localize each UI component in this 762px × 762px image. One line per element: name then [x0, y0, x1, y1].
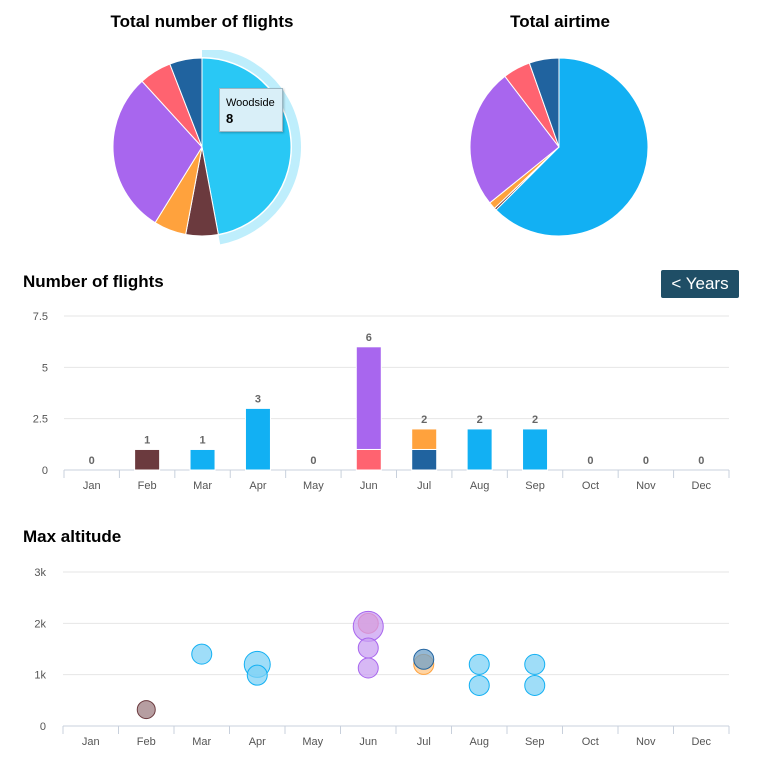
bar-x-tick-label: Jun — [360, 480, 378, 492]
bar-x-tick-label: Dec — [692, 480, 712, 492]
bar-data-label: 0 — [89, 455, 95, 467]
bar-data-label: 3 — [255, 393, 261, 405]
bubble-x-tick-label: Dec — [691, 736, 711, 748]
airtime-pie-slice-0[interactable] — [495, 57, 649, 237]
bubble-y-tick-label: 1k — [34, 670, 46, 682]
bar-feb[interactable] — [134, 448, 161, 471]
bar-x-tick-label: Sep — [525, 480, 545, 492]
flights-pie-slice-3[interactable] — [112, 80, 203, 224]
bar-y-tick-label: 7.5 — [33, 311, 48, 323]
bar-aug[interactable] — [466, 428, 493, 471]
years-button[interactable]: < Years — [661, 270, 739, 298]
tooltip-value: 8 — [226, 111, 234, 126]
bar-data-label: 2 — [477, 414, 483, 426]
airtime-pie-slice-3[interactable] — [469, 75, 560, 204]
flights-pie-slice-5[interactable] — [169, 57, 203, 148]
bar-chart-flights: 0 2.5 5 7.5 Jan 0 Feb 1 Mar 1 Apr 3 May 0 Jun 6 Jul 2 Aug 2… — [33, 311, 730, 492]
bar-y-tick-label: 2.5 — [33, 414, 48, 426]
bar-x-tick-label: Feb — [138, 480, 157, 492]
bubble-chart-title: Max altitude — [23, 527, 122, 546]
pie-chart-flights[interactable] — [105, 50, 305, 250]
bubble-x-tick-label: Oct — [582, 736, 599, 748]
bubble-point[interactable] — [468, 653, 490, 675]
bubble-x-tick-label: Apr — [249, 736, 266, 748]
bubble-point[interactable] — [136, 700, 156, 720]
bar-data-label: 0 — [310, 455, 316, 467]
bar-mar[interactable] — [189, 448, 216, 471]
bar-x-tick-label: Apr — [249, 480, 266, 492]
bar-jun[interactable] — [355, 346, 382, 450]
bubble-point[interactable] — [413, 648, 435, 670]
bubble-point[interactable] — [352, 610, 384, 642]
bar-data-label: 0 — [587, 455, 593, 467]
bubble-x-tick-label: Feb — [137, 736, 156, 748]
bar-x-tick-label: Nov — [636, 480, 656, 492]
bubble-y-tick-label: 2k — [34, 618, 46, 630]
pie-tooltip: Woodside 8 — [219, 88, 283, 132]
bar-y-tick-label: 0 — [42, 465, 48, 477]
bar-x-tick-label: Jul — [417, 480, 431, 492]
bubble-point[interactable] — [524, 674, 546, 696]
bubble-x-tick-label: Jul — [417, 736, 431, 748]
bubble-point[interactable] — [524, 653, 546, 675]
bar-y-tick-label: 5 — [42, 362, 48, 374]
bar-data-label: 2 — [421, 414, 427, 426]
pie-flights-title: Total number of flights — [110, 12, 294, 31]
pie-airtime-title: Total airtime — [510, 12, 610, 31]
bar-jul[interactable] — [411, 428, 438, 450]
bar-data-label: 1 — [199, 434, 205, 446]
bar-jul[interactable] — [411, 448, 438, 471]
bubble-y-tick-label: 3k — [34, 567, 46, 579]
bar-apr[interactable] — [244, 407, 271, 471]
bubble-point[interactable] — [191, 643, 213, 665]
bar-jun[interactable] — [355, 448, 382, 471]
bubble-x-tick-label: Nov — [636, 736, 656, 748]
bar-x-tick-label: Aug — [470, 480, 490, 492]
bar-data-label: 0 — [643, 455, 649, 467]
bubble-x-tick-label: May — [302, 736, 323, 748]
bar-data-label: 6 — [366, 332, 372, 344]
bubble-x-tick-label: Mar — [192, 736, 211, 748]
bar-x-tick-label: Jan — [83, 480, 101, 492]
bubble-y-tick-label: 0 — [40, 721, 46, 733]
bar-data-label: 1 — [144, 434, 150, 446]
bar-x-tick-label: May — [303, 480, 324, 492]
bar-sep[interactable] — [522, 428, 549, 471]
tooltip-name: Woodside — [226, 97, 275, 109]
airtime-pie-slice-5[interactable] — [528, 57, 560, 148]
bubble-point[interactable] — [357, 637, 379, 659]
bubble-x-tick-label: Sep — [525, 736, 545, 748]
bubble-chart-altitude: 0 1k 2k 3k Jan Feb Mar Apr May Jun Jul Aug Sep Oct Nov… — [34, 567, 730, 748]
bar-x-tick-label: Mar — [193, 480, 212, 492]
bubble-point[interactable] — [468, 674, 490, 696]
bubble-x-tick-label: Jun — [359, 736, 377, 748]
bubble-point[interactable] — [357, 657, 379, 679]
bubble-x-tick-label: Jan — [82, 736, 100, 748]
bar-x-tick-label: Oct — [582, 480, 599, 492]
bar-data-label: 0 — [698, 455, 704, 467]
bar-data-label: 2 — [532, 414, 538, 426]
bubble-point[interactable] — [246, 664, 268, 686]
bubble-x-tick-label: Aug — [469, 736, 489, 748]
bar-chart-title: Number of flights — [23, 272, 164, 291]
pie-chart-airtime[interactable] — [462, 50, 662, 250]
